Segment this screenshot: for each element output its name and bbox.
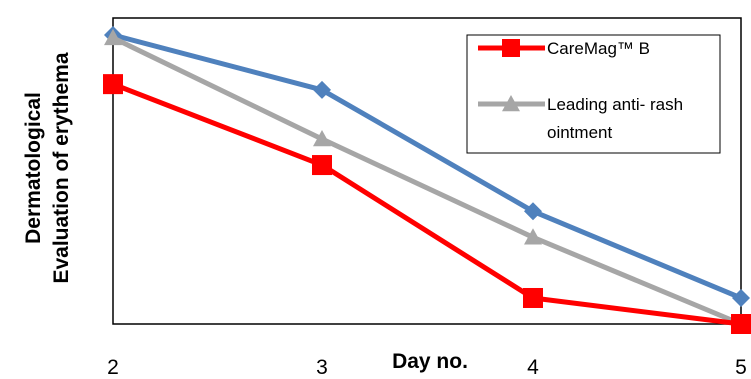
legend-entry: Leading anti- rash ointment bbox=[478, 95, 683, 142]
data-point bbox=[313, 80, 331, 99]
legend-marker bbox=[502, 95, 520, 112]
x-axis-title: Day no. bbox=[392, 350, 468, 373]
data-point bbox=[104, 28, 122, 46]
legend-entries: CareMag™ B Leading anti- rash ointment bbox=[478, 39, 683, 142]
data-point bbox=[732, 288, 750, 307]
data-point bbox=[524, 228, 542, 245]
series-1 bbox=[104, 26, 750, 307]
series-line bbox=[111, 35, 742, 327]
y-axis-title: Dermatological Evaluation of erythema bbox=[22, 52, 73, 283]
x-tick-label: 3 bbox=[316, 356, 328, 379]
x-tick-label: 5 bbox=[735, 356, 747, 379]
data-point bbox=[103, 74, 123, 95]
y-axis-title-line-2: Evaluation of erythema bbox=[50, 52, 73, 283]
legend-label: Leading anti- rash bbox=[547, 95, 683, 114]
data-point bbox=[524, 202, 542, 221]
series-line bbox=[112, 32, 742, 301]
data-point bbox=[731, 314, 751, 334]
data-point bbox=[312, 155, 332, 176]
legend-label: CareMag™ B bbox=[547, 39, 650, 58]
series-3 bbox=[103, 74, 751, 334]
series-layer bbox=[103, 26, 751, 334]
series-line bbox=[112, 81, 742, 327]
x-tick-label: 2 bbox=[107, 356, 119, 379]
data-point bbox=[523, 287, 543, 308]
x-tick-label: 4 bbox=[527, 356, 539, 379]
x-tick-labels: 2 3 4 5 bbox=[107, 356, 747, 379]
plot-area-frame bbox=[112, 17, 742, 325]
legend-label: ointment bbox=[547, 123, 612, 142]
legend-entry: CareMag™ B bbox=[478, 39, 650, 58]
legend: CareMag™ B Leading anti- rash ointment bbox=[466, 34, 721, 154]
data-point bbox=[313, 130, 331, 147]
legend-marker bbox=[502, 39, 520, 57]
y-axis-title-line-1: Dermatological bbox=[22, 92, 45, 244]
